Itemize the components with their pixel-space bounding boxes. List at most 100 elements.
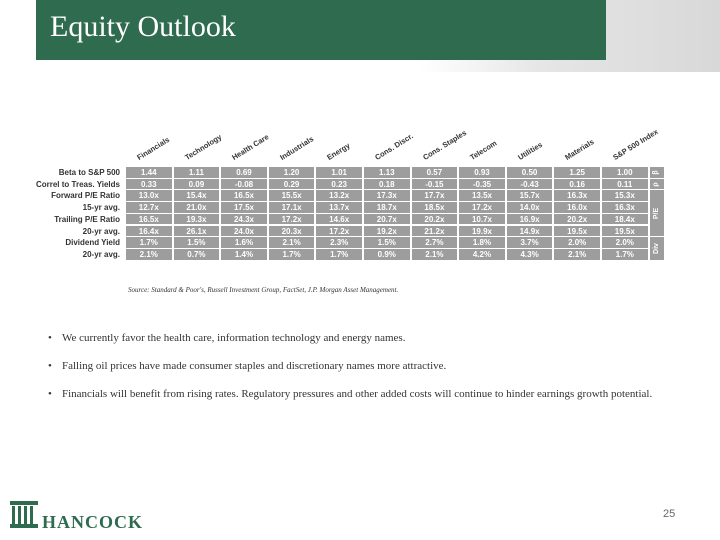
table-cell: 16.3x (602, 202, 648, 213)
row-label: Correl to Treas. Yields (35, 179, 120, 189)
group-label: ρ (649, 178, 664, 190)
row-label: 15-yr avg. (82, 203, 120, 213)
group-label: P/E (649, 190, 664, 237)
table-cell: 15.4x (173, 190, 220, 202)
column-header: Financials (135, 134, 172, 162)
table-cell: 17.2x (316, 225, 362, 237)
table-cell: 20.3x (268, 225, 315, 237)
table-cell: 2.1% (411, 248, 458, 260)
table-cell: 17.5x (221, 202, 267, 213)
table-cell: 15.7x (506, 190, 553, 202)
group-text: β (653, 170, 661, 175)
table-cell: 12.7x (126, 202, 172, 213)
table-cell: 19.5x (602, 225, 648, 237)
table-cell: 1.7% (126, 237, 172, 248)
table-cell: 16.5x (126, 213, 172, 225)
table-cell: 19.3x (173, 213, 220, 225)
table-cell: 0.69 (221, 167, 267, 178)
table-cell: 2.1% (268, 237, 315, 248)
table-cell: 16.0x (554, 202, 600, 213)
row-label: Forward P/E Ratio (51, 191, 120, 201)
header-bar (36, 0, 606, 60)
title: Equity Outlook (50, 10, 236, 43)
bullet: We currently favor the health care, info… (48, 331, 662, 346)
table-cell: 0.57 (411, 167, 458, 178)
group-label: β (649, 167, 664, 178)
table-cell: 14.9x (506, 225, 553, 237)
table-cell: 4.2% (459, 248, 505, 260)
table-cell: 2.1% (554, 248, 600, 260)
column-header: Health Care (230, 132, 271, 162)
table-cell: 18.7x (364, 202, 410, 213)
column-header: Telecom (468, 138, 499, 162)
row-label: 20-yr avg. (82, 249, 120, 259)
logo-text: HANCOCK (42, 512, 143, 532)
row-label: Dividend Yield (65, 238, 120, 248)
table-cell: 13.0x (126, 190, 172, 202)
table-cell: 0.50 (506, 167, 553, 178)
table-cell: 13.2x (316, 190, 362, 202)
table-cell: 17.3x (364, 190, 410, 202)
table-cell: 24.0x (221, 225, 267, 237)
group-text: ρ (653, 181, 661, 187)
page-number: 25 (663, 508, 676, 520)
table-cell: 14.0x (506, 202, 553, 213)
table-cell: -0.43 (506, 178, 553, 190)
table-cell: 1.20 (268, 167, 315, 178)
table-cell: 2.3% (316, 237, 362, 248)
table-cell: 17.2x (459, 202, 505, 213)
column-header: Utilities (516, 140, 544, 162)
table-cell: 1.4% (221, 248, 267, 260)
column-header: Energy (325, 140, 352, 162)
table-cell: 24.3x (221, 213, 267, 225)
table-cell: 19.2x (364, 225, 410, 237)
row-label: Beta to S&P 500 (58, 168, 120, 177)
table-cell: 17.7x (411, 190, 458, 202)
table-cell: 18.5x (411, 202, 458, 213)
table-cell: 17.2x (268, 213, 315, 225)
table-cell: 16.4x (126, 225, 172, 237)
table-cell: 20.7x (364, 213, 410, 225)
row-label: Trailing P/E Ratio (54, 214, 120, 224)
table-cell: 3.7% (506, 237, 553, 248)
table-cell: 0.11 (602, 178, 648, 190)
column-header: Industrials (278, 134, 315, 162)
column-header: S&P 500 Index (611, 127, 660, 162)
logo-icon (10, 501, 38, 528)
table-cell: 21.0x (173, 202, 220, 213)
column-header: Materials (563, 137, 596, 162)
table-cell: 21.2x (411, 225, 458, 237)
table-cell: 1.5% (173, 237, 220, 248)
table-cell: 2.7% (411, 237, 458, 248)
table-cell: 1.5% (364, 237, 410, 248)
table-cell: 1.7% (602, 248, 648, 260)
table-cell: 19.9x (459, 225, 505, 237)
table-cell: 0.9% (364, 248, 410, 260)
table-cell: 0.93 (459, 167, 505, 178)
table-cell: 14.6x (316, 213, 362, 225)
bullet: Falling oil prices have made consumer st… (48, 359, 662, 374)
table-cell: 16.3x (554, 190, 600, 202)
table-cell: 1.6% (221, 237, 267, 248)
table-cell: 2.0% (554, 237, 600, 248)
group-text: P/E (653, 207, 661, 219)
table-cell: 0.23 (316, 178, 362, 190)
table-cell: 13.7x (316, 202, 362, 213)
column-header: Cons. Discr. (373, 131, 415, 162)
table-cell: -0.35 (459, 178, 505, 190)
table-cell: 1.8% (459, 237, 505, 248)
table-cell: -0.08 (221, 178, 267, 190)
table-cell: 1.11 (173, 167, 220, 178)
table-cell: 16.5x (221, 190, 267, 202)
table-cell: 15.3x (602, 190, 648, 202)
table-cell: 19.5x (554, 225, 600, 237)
table-cell: 0.09 (173, 178, 220, 190)
table-cell: 18.4x (602, 213, 648, 225)
table-cell: 0.29 (268, 178, 315, 190)
table-cell: 0.16 (554, 178, 600, 190)
source: Source: Standard & Poor's, Russell Inves… (128, 286, 399, 294)
row-label: 20-yr avg. (82, 226, 120, 236)
table-cell: 1.00 (602, 167, 648, 178)
table-cell: 1.13 (364, 167, 410, 178)
table-cell: 1.7% (316, 248, 362, 260)
